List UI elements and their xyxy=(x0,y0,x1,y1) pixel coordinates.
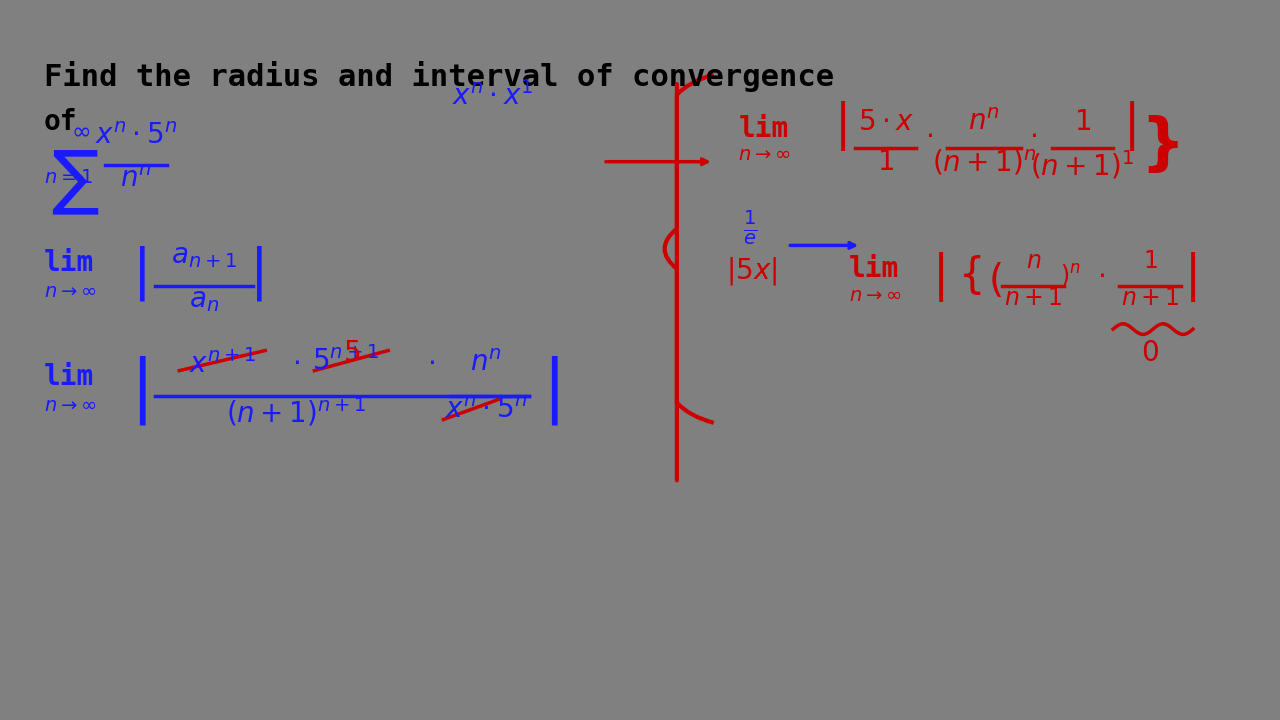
Text: $n{\to}\infty$: $n{\to}\infty$ xyxy=(44,282,96,301)
Text: lim: lim xyxy=(849,256,899,284)
Text: lim: lim xyxy=(44,363,95,390)
Text: $\frac{1}{e}$: $\frac{1}{e}$ xyxy=(744,209,758,247)
Text: $5$: $5$ xyxy=(343,339,360,367)
Text: $0$: $0$ xyxy=(1140,339,1158,367)
Text: lim: lim xyxy=(739,114,788,143)
Text: |: | xyxy=(543,356,566,426)
Text: $)^n$: $)^n$ xyxy=(1060,262,1080,289)
Text: |: | xyxy=(1124,102,1139,151)
Text: |: | xyxy=(133,246,151,301)
Text: $\cdot$: $\cdot$ xyxy=(428,349,435,377)
Text: $a_{n+1}$: $a_{n+1}$ xyxy=(172,242,237,270)
Text: $n{\to}\infty$: $n{\to}\infty$ xyxy=(739,145,791,164)
Text: of: of xyxy=(44,108,78,136)
Text: $(n+1)^{n+1}$: $(n+1)^{n+1}$ xyxy=(227,396,366,429)
Text: $n^n$: $n^n$ xyxy=(120,165,152,193)
Text: $n{\to}\infty$: $n{\to}\infty$ xyxy=(44,396,96,415)
Text: $\cdot$: $\cdot$ xyxy=(925,122,933,150)
Text: (: ( xyxy=(988,262,1004,300)
Text: $n+1$: $n+1$ xyxy=(1004,286,1062,310)
Text: $n=1$: $n=1$ xyxy=(44,168,93,187)
Text: $x^n \cdot x^1$: $x^n \cdot x^1$ xyxy=(452,81,534,112)
Text: $5^{n+1}$: $5^{n+1}$ xyxy=(312,346,379,376)
Text: $(n+1)^1$: $(n+1)^1$ xyxy=(1030,148,1134,181)
Text: |: | xyxy=(1185,252,1201,302)
Text: $n{\to}\infty$: $n{\to}\infty$ xyxy=(849,286,901,305)
Text: $|5x|$: $|5x|$ xyxy=(726,256,777,287)
Text: $x^n \cdot 5^n$: $x^n \cdot 5^n$ xyxy=(95,122,177,150)
Text: $\infty$: $\infty$ xyxy=(72,118,91,142)
Text: $n^n$: $n^n$ xyxy=(968,108,1000,136)
Text: $x^{n+1}$: $x^{n+1}$ xyxy=(188,349,256,379)
Text: $\cdot$: $\cdot$ xyxy=(1097,262,1105,290)
Text: $\cdot$: $\cdot$ xyxy=(1029,122,1037,150)
Text: |: | xyxy=(131,356,154,426)
Text: lim: lim xyxy=(44,248,95,276)
Text: $1$: $1$ xyxy=(1074,108,1091,136)
Text: $n$: $n$ xyxy=(1025,248,1041,273)
Text: $\sum$: $\sum$ xyxy=(51,148,99,217)
Text: $(n+1)^n$: $(n+1)^n$ xyxy=(932,148,1037,178)
Text: $n^n$: $n^n$ xyxy=(471,349,502,377)
Text: $5 \cdot x$: $5 \cdot x$ xyxy=(858,108,914,136)
Text: $n+1$: $n+1$ xyxy=(1120,286,1179,310)
Text: |: | xyxy=(835,102,851,151)
Text: $1$: $1$ xyxy=(877,148,895,176)
Text: Find the radius and interval of convergence: Find the radius and interval of converge… xyxy=(44,61,835,92)
Text: $a_n$: $a_n$ xyxy=(188,286,219,314)
Text: }: } xyxy=(1140,114,1184,175)
Text: {: { xyxy=(959,256,986,297)
Text: $1$: $1$ xyxy=(1143,248,1157,273)
Text: |: | xyxy=(250,246,269,301)
Text: |: | xyxy=(933,252,950,302)
Text: $x^n \cdot 5^n$: $x^n \cdot 5^n$ xyxy=(445,396,527,424)
Text: $\cdot$: $\cdot$ xyxy=(292,349,300,377)
